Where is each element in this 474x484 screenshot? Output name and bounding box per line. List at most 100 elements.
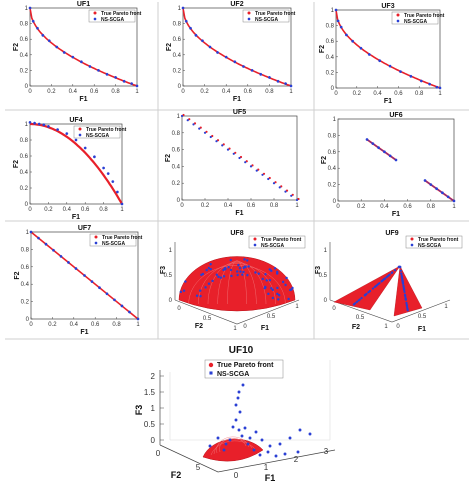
x-tick-label: 0.6 <box>403 204 412 210</box>
data-point <box>419 79 423 83</box>
x-tick-label: 0.4 <box>69 89 78 95</box>
data-point <box>351 39 355 43</box>
data-point <box>377 283 380 286</box>
data-point <box>74 138 78 142</box>
data-point <box>365 292 368 296</box>
data-point <box>74 267 78 270</box>
chart-panel-uf5: UF5 0 0.2 0.4 0.6 0.8 1 0 0.2 0.4 0.6 0.8 1 F1 F2 <box>165 109 300 217</box>
legend-label-true: True Pareto front <box>261 237 302 243</box>
z-tick-label: 2 <box>151 372 156 381</box>
data-point <box>367 53 371 56</box>
y-tick-label: 1 <box>233 326 237 332</box>
data-point <box>37 236 40 240</box>
data-point <box>226 148 230 151</box>
data-point <box>207 266 211 270</box>
x-tick-label: 0 <box>28 207 32 213</box>
legend-marker-true <box>253 237 257 241</box>
data-point <box>221 144 224 147</box>
data-point <box>248 436 252 440</box>
data-point <box>403 290 406 294</box>
data-point <box>243 258 246 261</box>
y-axis-label: F2 <box>321 156 328 164</box>
y-tick-label: 1 <box>25 122 29 128</box>
legend-box <box>405 235 463 249</box>
data-point <box>268 268 271 271</box>
legend-label-algo: NS-SCGA <box>102 241 125 247</box>
data-point <box>400 275 403 278</box>
data-point <box>199 289 202 292</box>
data-point <box>237 428 241 432</box>
y-tick-label: 0 <box>178 84 182 90</box>
data-point <box>402 285 405 288</box>
chart-title: UF10 <box>229 345 254 356</box>
x-tick-label: 1 <box>444 304 448 310</box>
data-point <box>360 296 363 300</box>
data-point <box>238 266 242 270</box>
data-point <box>201 272 205 276</box>
x-axis-label: F1 <box>418 326 426 333</box>
chart-title: UF3 <box>381 3 394 10</box>
y-tick-label: 0.4 <box>172 164 181 170</box>
data-point <box>224 442 228 446</box>
data-point <box>215 273 219 276</box>
data-point <box>438 86 442 90</box>
y-tick-label: 5 <box>196 463 201 472</box>
data-point <box>120 202 124 206</box>
y-tick-label: 0 <box>331 86 335 92</box>
data-point <box>399 269 402 272</box>
data-point <box>284 190 287 193</box>
true-front-line <box>182 7 292 87</box>
y-tick-label: 0.2 <box>173 68 182 74</box>
data-point <box>216 436 220 440</box>
legend-label-true: True Pareto front <box>404 13 445 19</box>
x-axis-label: F1 <box>233 96 241 103</box>
axis-floor <box>329 299 451 323</box>
z-tick-label: 0 <box>151 436 156 445</box>
x-tick-label: 0 <box>243 324 247 330</box>
data-point <box>353 302 356 306</box>
data-point <box>55 45 59 49</box>
y-tick-label: 0.6 <box>328 150 337 156</box>
chart-title: UF2 <box>230 1 243 8</box>
legend-marker-true <box>78 127 82 131</box>
x-tick-label: 1 <box>120 207 124 213</box>
data-point <box>105 292 109 296</box>
data-point <box>308 432 312 436</box>
legend-label-true: True Pareto front <box>255 11 296 17</box>
data-point <box>277 298 280 301</box>
data-point <box>253 243 257 247</box>
data-point <box>295 198 299 202</box>
z-tick-label: 0.5 <box>164 273 173 279</box>
chart-title: UF6 <box>389 112 402 119</box>
data-point <box>37 122 41 126</box>
data-point <box>209 267 212 271</box>
y-tick-label: 0.8 <box>20 138 29 144</box>
x-axis-label: F1 <box>384 98 392 105</box>
chart-title: UF9 <box>385 230 398 237</box>
data-point <box>199 294 202 298</box>
data-point <box>208 45 212 49</box>
y-tick-label: 0.8 <box>328 133 337 139</box>
data-point <box>235 270 239 273</box>
y-tick-label: 0.2 <box>326 70 335 76</box>
true-front-surface <box>178 256 296 312</box>
data-point <box>120 304 124 308</box>
data-point <box>260 438 264 442</box>
data-point <box>62 51 66 54</box>
data-point <box>222 275 226 278</box>
legend-label-algo: NS-SCGA <box>404 19 427 25</box>
x-tick-label: 0 <box>396 324 400 330</box>
data-point <box>278 442 282 446</box>
data-point <box>405 303 408 306</box>
legend-label-true: True Pareto front <box>86 127 127 133</box>
data-point <box>403 288 406 292</box>
data-point <box>217 275 220 279</box>
y-tick-label: 0 <box>177 306 181 312</box>
data-point <box>358 298 361 301</box>
data-point <box>237 263 240 267</box>
true-front-triangle <box>333 265 401 311</box>
legend-box <box>242 9 290 23</box>
data-point <box>405 304 409 307</box>
data-point <box>264 273 267 276</box>
